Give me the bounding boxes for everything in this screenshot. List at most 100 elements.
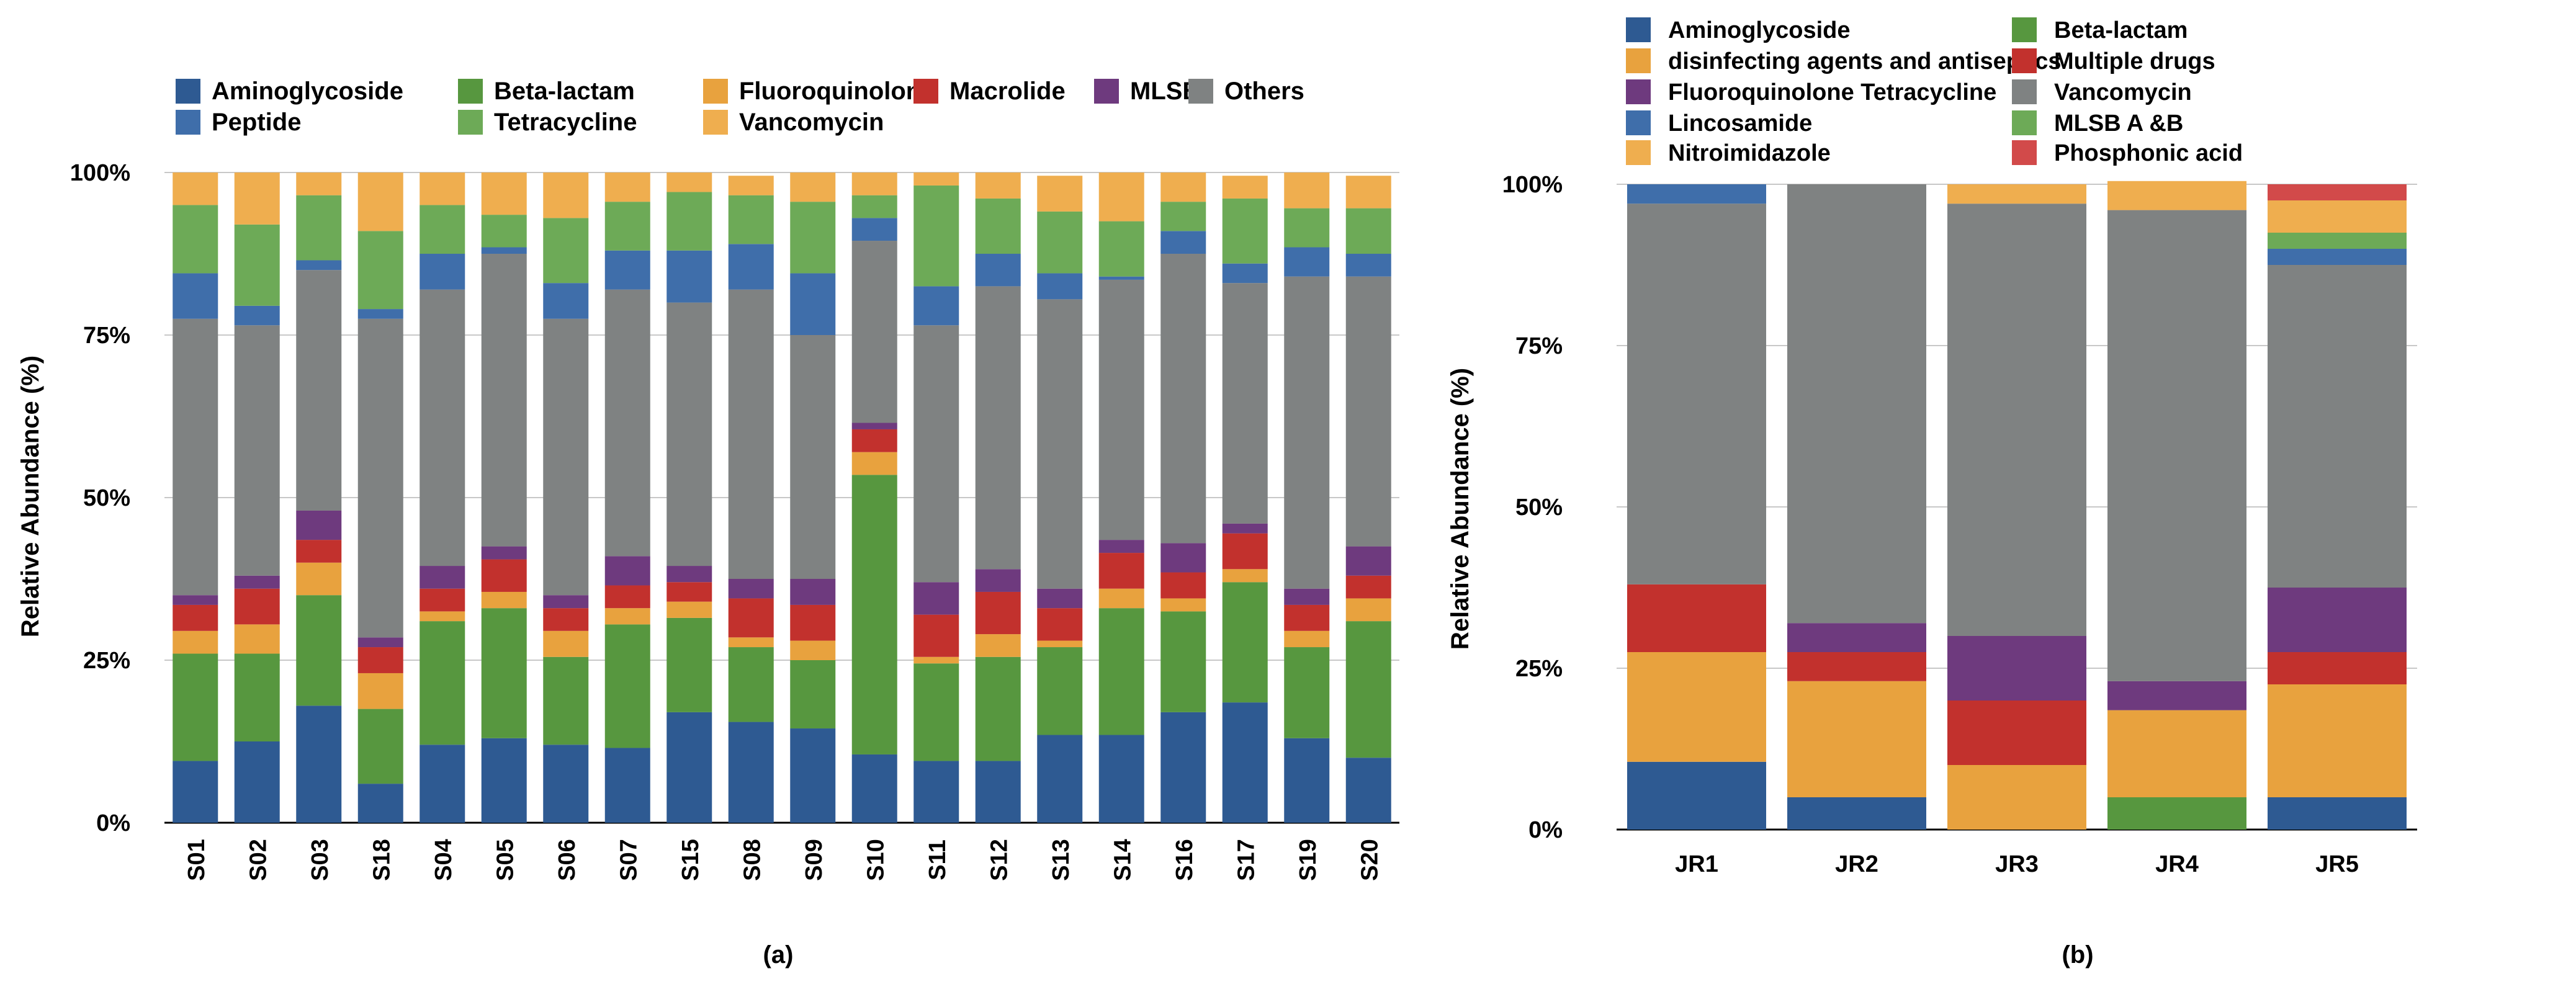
panel-a-y-tick-label: 25%: [83, 648, 130, 674]
panel-a-bar-segment-s20-7: [1345, 208, 1391, 254]
panel-a-bar-segment-s15-1: [666, 617, 712, 712]
panel-a-bar-segment-s02-5: [234, 325, 280, 576]
panel-b-bar-segment-jr2-3: [1787, 652, 1926, 681]
panel-a-bar-segment-s11-6: [913, 286, 959, 326]
panel-a-bar-segment-s16-5: [1160, 254, 1206, 544]
panel-b-y-tick-label: 100%: [1502, 172, 1563, 198]
panel-a-bar-segment-s03-2: [296, 562, 342, 596]
panel-a-bar-segment-s06-5: [543, 318, 589, 596]
panel-a-bar-segment-s05-5: [481, 254, 527, 547]
panel-b-bar-segment-jr5-2: [2268, 684, 2407, 797]
panel-a-bar-segment-s01-4: [173, 595, 218, 605]
panel-b-bar-segment-jr2-2: [1787, 681, 1926, 797]
panel-b-legend-label: Vancomycin: [2054, 79, 2192, 105]
panel-a-bar-segment-s13-1: [1037, 647, 1083, 735]
panel-a-bar-segment-s10-7: [851, 195, 897, 218]
panel-a-bar-segment-s08-6: [728, 244, 774, 290]
panel-b-bar-segment-jr4-4: [2107, 681, 2246, 710]
panel-a-bar-segment-s15-5: [666, 302, 712, 566]
panel-b-bar-segment-jr1-5: [1627, 204, 1766, 584]
panel-b-y-axis-label: Relative Abundance (%): [1447, 368, 1474, 650]
panel-a-bar-segment-s20-4: [1345, 546, 1391, 576]
panel-b-bar-segment-jr5-8: [2268, 200, 2407, 233]
panel-a-bar-segment-s19-1: [1284, 647, 1330, 738]
panel-a-bar-segment-s18-6: [357, 309, 403, 319]
panel-a-bar-segment-s02-4: [234, 575, 280, 589]
panel-a-x-tick-label: S20: [1357, 839, 1383, 881]
panel-b-legend-label: Aminoglycoside: [1668, 17, 1851, 43]
panel-a-bar-segment-s10-6: [851, 218, 897, 241]
panel-a-bar-segment-s04-2: [420, 611, 465, 622]
panel-a-x-tick-label: S02: [245, 839, 271, 881]
panel-a-bar-segment-s11-7: [913, 185, 959, 287]
panel-a-bar-segment-s05-7: [481, 215, 527, 248]
panel-a-bar-segment-s04-6: [420, 254, 465, 290]
panel-a-legend-swatch: [703, 110, 728, 135]
panel-b-bar-segment-jr3-8: [1947, 184, 2086, 204]
panel-a-legend-label: Vancomycin: [739, 109, 884, 136]
panel-a-legend-label: Others: [1224, 78, 1304, 105]
panel-a-bar-segment-s13-8: [1037, 176, 1083, 212]
panel-a-x-tick-label: S05: [492, 839, 518, 881]
panel-a-bar-segment-s03-0: [296, 705, 342, 823]
panel-a-legend-label: Peptide: [212, 109, 301, 136]
panel-b-y-tick-label: 0%: [1528, 817, 1563, 843]
panel-a-bar-segment-s18-1: [357, 709, 403, 784]
panel-a-bar-segment-s09-3: [790, 604, 836, 641]
panel-a-chart: Relative Abundance (%) (a) 0% 25% 50% 75% 10…: [17, 78, 1399, 969]
panel-a-bar-segment-s15-6: [666, 250, 712, 303]
panel-a-legend-swatch: [913, 79, 938, 104]
panel-a-bar-segment-s07-6: [604, 250, 650, 290]
panel-a-y-tick-label: 0%: [96, 810, 130, 836]
panel-a-bar-segment-s05-4: [481, 546, 527, 560]
panel-a-bar-segment-s03-6: [296, 260, 342, 271]
panel-a-bar-segment-s02-6: [234, 305, 280, 326]
panel-b-bar-segment-jr2-5: [1787, 184, 1926, 624]
panel-a-bar-segment-s12-0: [975, 761, 1021, 823]
panel-a-bar-segment-s08-0: [728, 722, 774, 823]
panel-a-bar-segment-s09-7: [790, 202, 836, 274]
panel-a-bar-segment-s02-8: [234, 172, 280, 225]
panel-a-bar-segment-s07-2: [604, 608, 650, 625]
panel-a-legend-swatch: [458, 110, 483, 135]
panel-a-bar-segment-s07-1: [604, 624, 650, 748]
panel-a-x-tick-label: S12: [986, 839, 1012, 881]
panel-a-legend-swatch: [1188, 79, 1213, 104]
panel-a-bar-segment-s07-8: [604, 172, 650, 202]
panel-a-bar-segment-s16-2: [1160, 598, 1206, 612]
panel-a-bar-segment-s08-4: [728, 579, 774, 599]
panel-a-bar-segment-s03-4: [296, 510, 342, 540]
panel-b-bar-segment-jr1-6: [1627, 184, 1766, 204]
panel-b-bar-segment-jr4-5: [2107, 210, 2246, 681]
panel-b-bar-segment-jr2-4: [1787, 623, 1926, 652]
panel-a-bar-segment-s09-0: [790, 728, 836, 823]
panel-a-bar-segment-s01-7: [173, 205, 218, 274]
panel-a-x-tick-label: S04: [431, 839, 457, 881]
panel-a-bar-segment-s16-0: [1160, 712, 1206, 823]
panel-b-bar-segment-jr1-2: [1627, 652, 1766, 762]
panel-a-bar-segment-s07-3: [604, 585, 650, 609]
panel-a-x-tick-label: S17: [1233, 839, 1259, 881]
panel-a-bar-segment-s05-3: [481, 559, 527, 592]
panel-a-bar-segment-s03-7: [296, 195, 342, 261]
panel-b-legend-swatch: [2012, 140, 2037, 165]
panel-a-bar-segment-s07-7: [604, 202, 650, 251]
panel-a-bar-segment-s20-5: [1345, 276, 1391, 547]
panel-a-bar-segment-s13-4: [1037, 588, 1083, 609]
panel-a-bar-segment-s11-5: [913, 325, 959, 583]
panel-a-bar-segment-s18-8: [357, 172, 403, 231]
panel-a-bar-segment-s19-0: [1284, 738, 1330, 823]
panel-a-bar-segment-s02-1: [234, 653, 280, 741]
panel-a-x-tick-label: S11: [925, 839, 951, 880]
panel-a-bar-segment-s10-1: [851, 475, 897, 754]
panel-b-x-tick-label: JR3: [1995, 851, 2039, 877]
panel-a-bar-segment-s15-8: [666, 172, 712, 192]
panel-a-bar-segment-s06-7: [543, 218, 589, 284]
panel-a-bar-segment-s09-5: [790, 335, 836, 579]
panel-b-legend-label: Fluoroquinolone Tetracycline: [1668, 79, 1996, 105]
panel-a-bar-segment-s06-0: [543, 745, 589, 823]
panel-a-legend-label: Fluoroquinolone: [739, 78, 935, 105]
panel-b-bar-segment-jr3-4: [1947, 636, 2086, 700]
panel-a-x-tick-label: S10: [863, 839, 889, 881]
panel-a-bar-segment-s19-3: [1284, 604, 1330, 631]
